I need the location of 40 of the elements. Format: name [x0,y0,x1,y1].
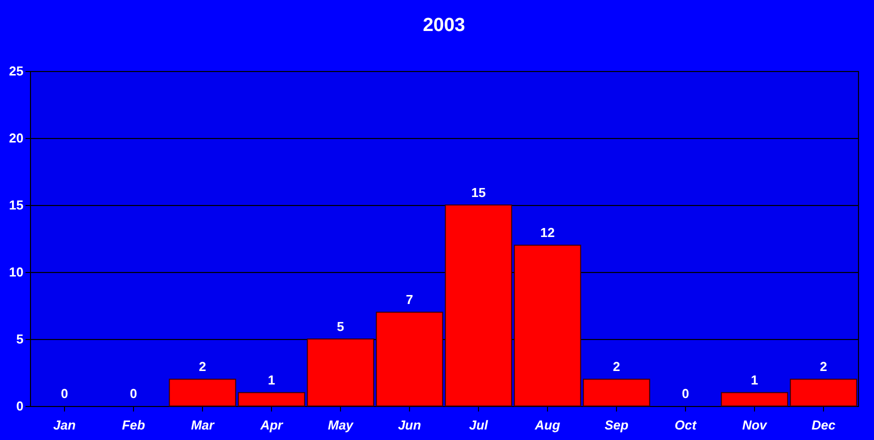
chart-title: 2003 [422,15,466,36]
y-tick-label: 20 [9,130,24,146]
bar [376,312,444,406]
x-tick-label: Mar [190,418,215,432]
bar [444,204,512,406]
y-tick-label: 15 [9,198,24,212]
data-label: 7 [406,292,414,308]
x-tick-label: Jun [398,418,422,432]
bar [582,378,650,406]
y-tick-label: 10 [9,264,24,280]
x-tick-label: Oct [674,418,698,432]
x-tick-label: Apr [259,418,284,432]
y-tick-label: 0 [16,398,24,414]
data-label: 15 [471,185,486,200]
data-label: 5 [336,319,344,334]
x-tick-label: May [328,418,354,432]
data-label: 1 [268,372,276,388]
x-tick-label: Aug [534,418,560,432]
x-tick-label: Jul [469,418,488,432]
x-tick-label: Dec [812,418,836,432]
x-tick-label: Feb [122,418,146,432]
bar [238,392,306,406]
bar [514,244,582,406]
data-label: 2 [198,359,206,374]
y-tick-label: 25 [9,64,24,78]
y-tick-label: 5 [16,332,24,346]
data-label: 2 [820,359,828,374]
data-label: 0 [60,386,68,401]
data-label: 0 [682,386,690,401]
x-tick-label: Sep [604,418,628,432]
bar [720,392,788,406]
data-label: 2 [612,359,620,374]
x-tick-label: Jan [53,418,76,432]
data-label: 12 [540,225,555,240]
x-tick-label: Nov [742,418,768,432]
bar [168,378,236,406]
data-label: 1 [750,372,758,388]
data-label: 0 [130,386,138,401]
bar [306,338,374,406]
bar [790,378,858,406]
